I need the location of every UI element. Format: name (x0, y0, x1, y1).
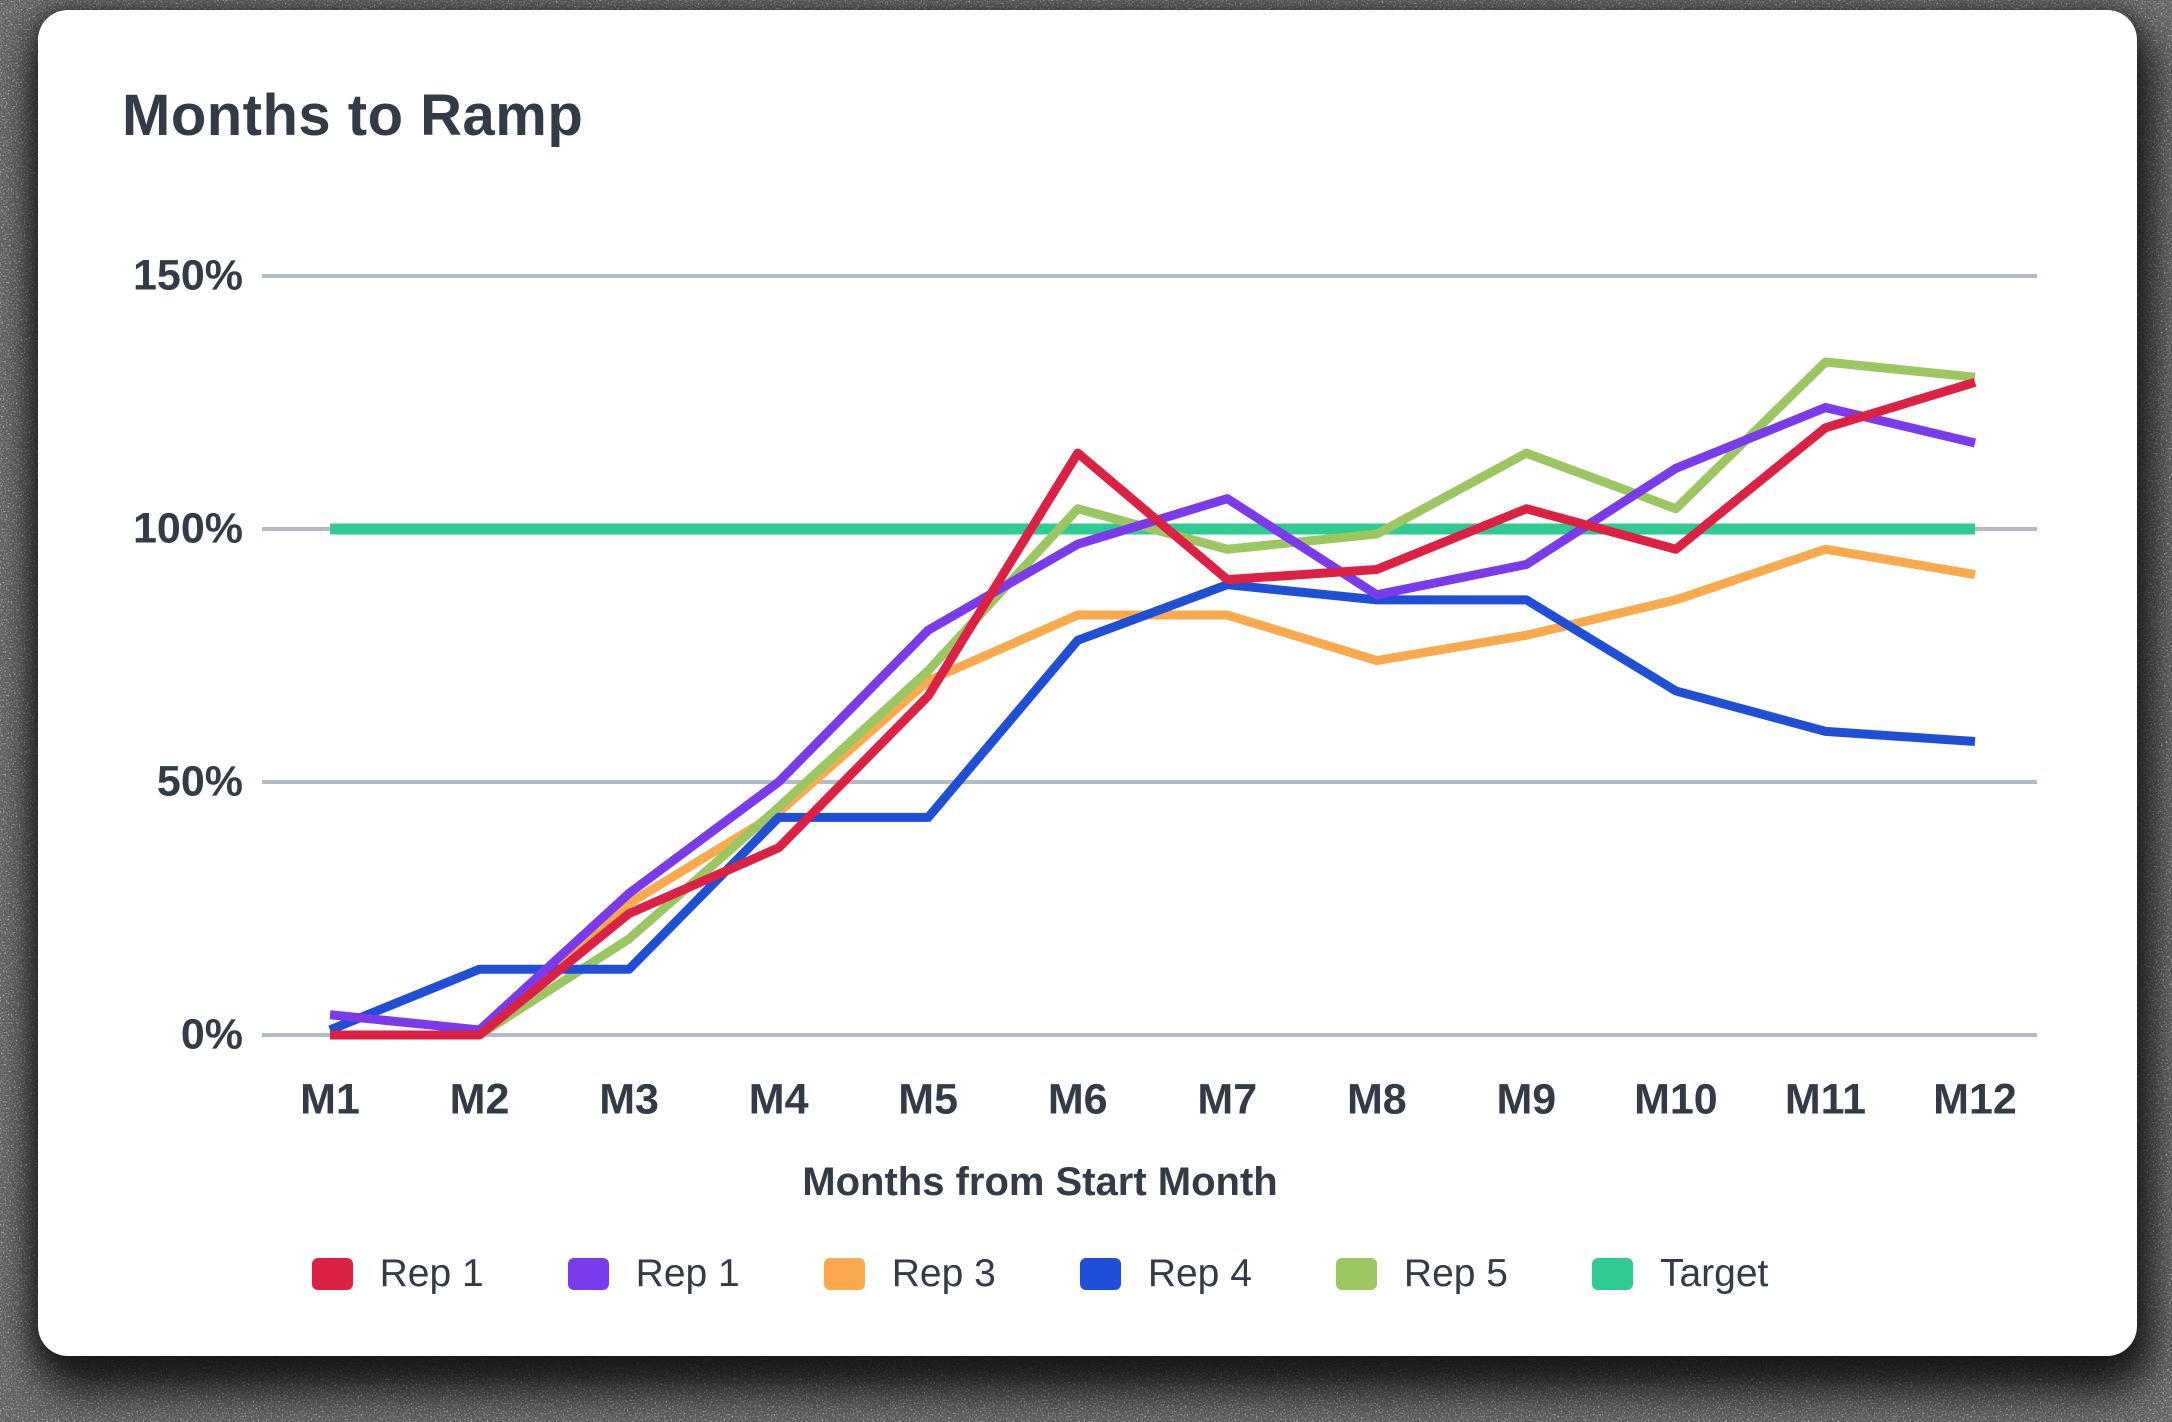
legend-swatch-icon (567, 1258, 609, 1290)
legend-label: Rep 1 (379, 1252, 484, 1295)
legend-label: Target (1659, 1252, 1769, 1295)
series-line-rep1-red (330, 377, 1977, 1040)
legend-swatch-icon (1335, 1258, 1377, 1290)
legend-swatch-icon (1591, 1258, 1633, 1290)
legend-item-rep1-purple[interactable]: Rep 1 (567, 1252, 740, 1296)
legend-swatch-icon (823, 1258, 865, 1290)
legend-swatch-icon (311, 1258, 353, 1290)
legend-label: Rep 4 (1147, 1252, 1252, 1295)
series-line-rep5 (330, 357, 1976, 1040)
chart-title: Months to Ramp (122, 83, 584, 148)
legend-label: Rep 3 (891, 1252, 996, 1295)
series-line-rep1-purple (329, 403, 1977, 1035)
chart-legend: Rep 1 Rep 1 Rep 3 Rep 4 Rep 5 Target (120, 1252, 1960, 1296)
x-axis-title: Months from Start Month (802, 1160, 1278, 1204)
legend-label: Rep 1 (635, 1252, 740, 1295)
legend-item-rep3[interactable]: Rep 3 (823, 1252, 996, 1296)
chart-card (38, 10, 2137, 1356)
legend-item-rep5[interactable]: Rep 5 (1335, 1252, 1508, 1296)
legend-label: Rep 5 (1403, 1252, 1508, 1295)
legend-item-target[interactable]: Target (1591, 1252, 1769, 1296)
legend-item-rep1-red[interactable]: Rep 1 (311, 1252, 484, 1296)
legend-item-rep4[interactable]: Rep 4 (1079, 1252, 1252, 1296)
legend-swatch-icon (1079, 1258, 1121, 1290)
series-line-rep3 (330, 544, 1976, 1040)
series-line-rep4 (328, 580, 1976, 1035)
